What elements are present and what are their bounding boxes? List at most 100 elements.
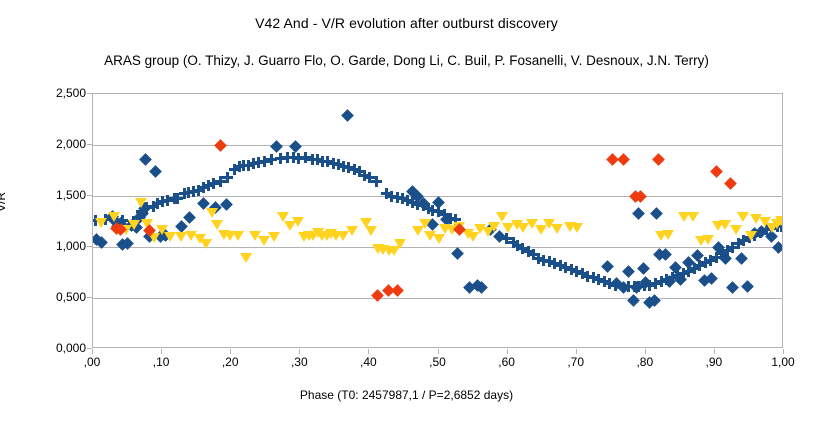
data-point-blue-plus xyxy=(565,263,577,275)
data-point-blue-diamond xyxy=(632,207,646,221)
x-tick-label: 1,00 xyxy=(771,355,795,369)
data-point-yellow-triangle xyxy=(432,234,445,245)
data-point-blue-plus xyxy=(666,272,678,284)
data-point-blue-diamond xyxy=(626,293,640,307)
gridline xyxy=(93,145,782,146)
data-point-blue-diamond xyxy=(663,275,677,289)
data-point-blue-plus xyxy=(135,205,147,217)
data-point-blue-plus xyxy=(406,196,418,208)
data-point-blue-diamond xyxy=(111,219,125,233)
data-point-blue-diamond xyxy=(601,260,615,274)
data-point-yellow-triangle xyxy=(120,224,133,235)
gridline xyxy=(93,196,782,197)
data-point-blue-diamond xyxy=(219,198,233,212)
data-point-blue-plus xyxy=(343,162,355,174)
x-tick-label: ,50 xyxy=(429,355,446,369)
data-point-yellow-triangle xyxy=(372,244,385,255)
data-point-blue-plus xyxy=(582,270,594,282)
data-point-yellow-triangle xyxy=(337,231,350,242)
data-point-blue-plus xyxy=(169,192,181,204)
data-point-blue-plus xyxy=(233,160,245,172)
data-point-blue-plus xyxy=(638,280,650,292)
data-point-yellow-triangle xyxy=(95,218,108,229)
data-point-blue-plus xyxy=(316,155,328,167)
data-point-blue-plus xyxy=(171,192,183,204)
data-point-blue-diamond xyxy=(105,210,119,223)
data-point-blue-diamond xyxy=(159,228,172,242)
data-point-yellow-triangle xyxy=(570,223,583,234)
data-point-blue-diamond xyxy=(734,251,748,265)
data-point-yellow-triangle xyxy=(758,217,771,227)
x-tick-label: ,80 xyxy=(636,355,654,369)
data-point-blue-plus xyxy=(192,184,204,196)
y-tick-mark xyxy=(87,195,92,196)
data-point-yellow-triangle xyxy=(346,225,359,236)
data-point-blue-plus xyxy=(677,268,689,280)
x-tick-label: ,60 xyxy=(498,355,515,369)
data-point-blue-plus xyxy=(554,259,566,271)
chart-title: V42 And - V/R evolution after outburst d… xyxy=(255,15,558,31)
data-point-blue-diamond xyxy=(143,230,157,244)
data-point-blue-plus xyxy=(99,214,111,226)
data-point-yellow-triangle xyxy=(292,217,305,227)
data-point-blue-plus xyxy=(710,251,722,263)
data-point-blue-plus xyxy=(738,235,750,247)
data-point-blue-diamond xyxy=(691,249,704,263)
x-tick-mark xyxy=(438,349,439,354)
data-point-blue-plus xyxy=(293,152,305,164)
data-point-blue-plus xyxy=(363,172,375,184)
x-tick-mark xyxy=(230,349,231,354)
data-point-yellow-triangle xyxy=(283,221,296,232)
data-point-blue-diamond xyxy=(440,213,454,227)
y-tick-label: 0,000 xyxy=(55,341,86,355)
data-point-blue-plus xyxy=(381,188,393,200)
data-point-red-diamond xyxy=(114,223,127,237)
data-point-blue-plus xyxy=(560,261,572,273)
data-point-yellow-triangle xyxy=(306,231,319,242)
data-point-blue-plus xyxy=(571,265,583,277)
data-point-yellow-triangle xyxy=(359,217,372,228)
data-point-blue-plus xyxy=(202,180,214,192)
data-point-blue-plus xyxy=(528,249,540,261)
data-point-blue-plus xyxy=(178,188,190,200)
x-tick-mark xyxy=(783,349,784,354)
data-point-yellow-triangle xyxy=(232,230,245,241)
data-point-yellow-triangle xyxy=(510,220,523,231)
data-point-yellow-triangle xyxy=(240,253,253,264)
data-point-blue-plus xyxy=(444,212,456,224)
data-point-red-diamond xyxy=(143,223,157,237)
data-point-blue-plus xyxy=(300,151,312,163)
data-point-blue-plus xyxy=(438,208,450,220)
data-point-blue-diamond xyxy=(669,261,682,275)
data-point-yellow-triangle xyxy=(135,198,148,209)
data-point-blue-diamond xyxy=(340,109,354,122)
x-tick-label: ,40 xyxy=(360,355,377,369)
x-tick-mark xyxy=(299,349,300,354)
data-point-blue-plus xyxy=(699,257,711,269)
data-point-blue-diamond xyxy=(698,274,711,288)
data-point-red-diamond xyxy=(651,153,665,167)
x-tick-mark xyxy=(507,349,508,354)
data-point-blue-plus xyxy=(694,259,706,271)
x-tick-mark xyxy=(645,349,646,354)
data-point-blue-diamond xyxy=(463,281,476,295)
data-point-blue-plus xyxy=(287,151,299,163)
data-point-yellow-triangle xyxy=(156,225,169,236)
data-point-blue-diamond xyxy=(130,220,143,234)
data-point-blue-plus xyxy=(655,276,667,288)
y-axis-title: V/R xyxy=(0,191,8,212)
data-point-blue-diamond xyxy=(609,277,623,291)
data-point-blue-plus xyxy=(649,278,661,290)
data-point-blue-plus xyxy=(327,157,339,169)
x-axis-title: Phase (T0: 2457987,1 / P=2,6852 days) xyxy=(299,388,514,402)
data-point-red-diamond xyxy=(452,222,466,236)
x-tick-label: ,70 xyxy=(567,355,585,369)
data-point-blue-plus xyxy=(412,198,424,210)
data-point-yellow-triangle xyxy=(302,230,315,241)
data-point-blue-diamond xyxy=(175,220,188,233)
data-point-blue-plus xyxy=(359,170,371,182)
data-point-blue-plus xyxy=(253,157,265,169)
data-point-blue-plus xyxy=(775,220,782,232)
y-tick-label: 1,000 xyxy=(55,239,86,253)
